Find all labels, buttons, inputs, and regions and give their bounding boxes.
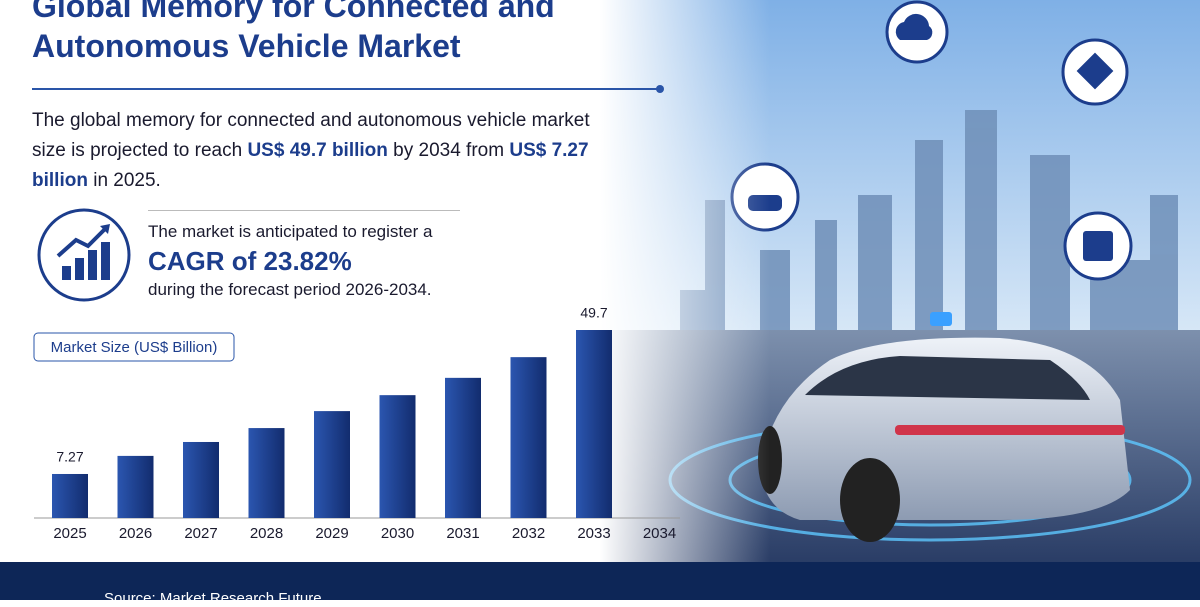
desc-text: in 2025. [87, 170, 161, 191]
bar [576, 330, 612, 518]
x-tick-label: 2031 [446, 525, 479, 542]
desc-text: by 2034 from [387, 140, 510, 161]
x-tick-label: 2029 [315, 525, 348, 542]
legend-label: Market Size (US$ Billion) [51, 339, 218, 356]
x-tick-label: 2027 [184, 525, 217, 542]
cagr-block: The market is anticipated to register a … [148, 220, 478, 302]
cagr-intro: The market is anticipated to register a [148, 222, 433, 241]
x-tick-label: 2032 [512, 525, 545, 542]
bar [248, 428, 285, 518]
title: Global Memory for Connected and Autonomo… [32, 0, 555, 64]
bar [183, 441, 219, 518]
bar [52, 473, 88, 518]
bar [510, 357, 547, 518]
source: Source: Market Research Future [104, 590, 322, 607]
background-image [600, 0, 1200, 562]
bar [445, 377, 481, 518]
desc-text: The global memory for connected and auto… [32, 110, 590, 161]
x-tick-label: 2026 [119, 525, 152, 542]
cagr-headline: CAGR of 23.82% [148, 246, 352, 276]
x-tick-label: 2033 [577, 525, 610, 542]
footer: Source: Market Research Future [0, 562, 1200, 607]
cagr-period: during the forecast period 2026-2034. [148, 280, 432, 299]
cagr-icon [37, 208, 131, 302]
desc-highlight: US$ 49.7 billion [247, 140, 388, 161]
title-rule [32, 85, 664, 93]
bars: 2025 7.27 2026 2027 2028 2029 2030 2031 2032 2033… [52, 305, 676, 542]
x-tick-label: 2025 [53, 525, 86, 542]
x-tick-label: 2028 [250, 525, 283, 542]
bar [314, 411, 350, 518]
x-tick-label: 2034 [643, 525, 676, 542]
bar [379, 395, 416, 518]
x-tick-label: 2030 [381, 525, 414, 542]
legend-box [33, 332, 235, 362]
value-label: 49.7 [580, 305, 607, 321]
divider [148, 210, 460, 211]
bar [117, 455, 154, 518]
description: The global memory for connected and auto… [32, 106, 612, 196]
desc-highlight: US$ 7.27 billion [32, 140, 589, 191]
value-label: 7.27 [56, 449, 83, 465]
